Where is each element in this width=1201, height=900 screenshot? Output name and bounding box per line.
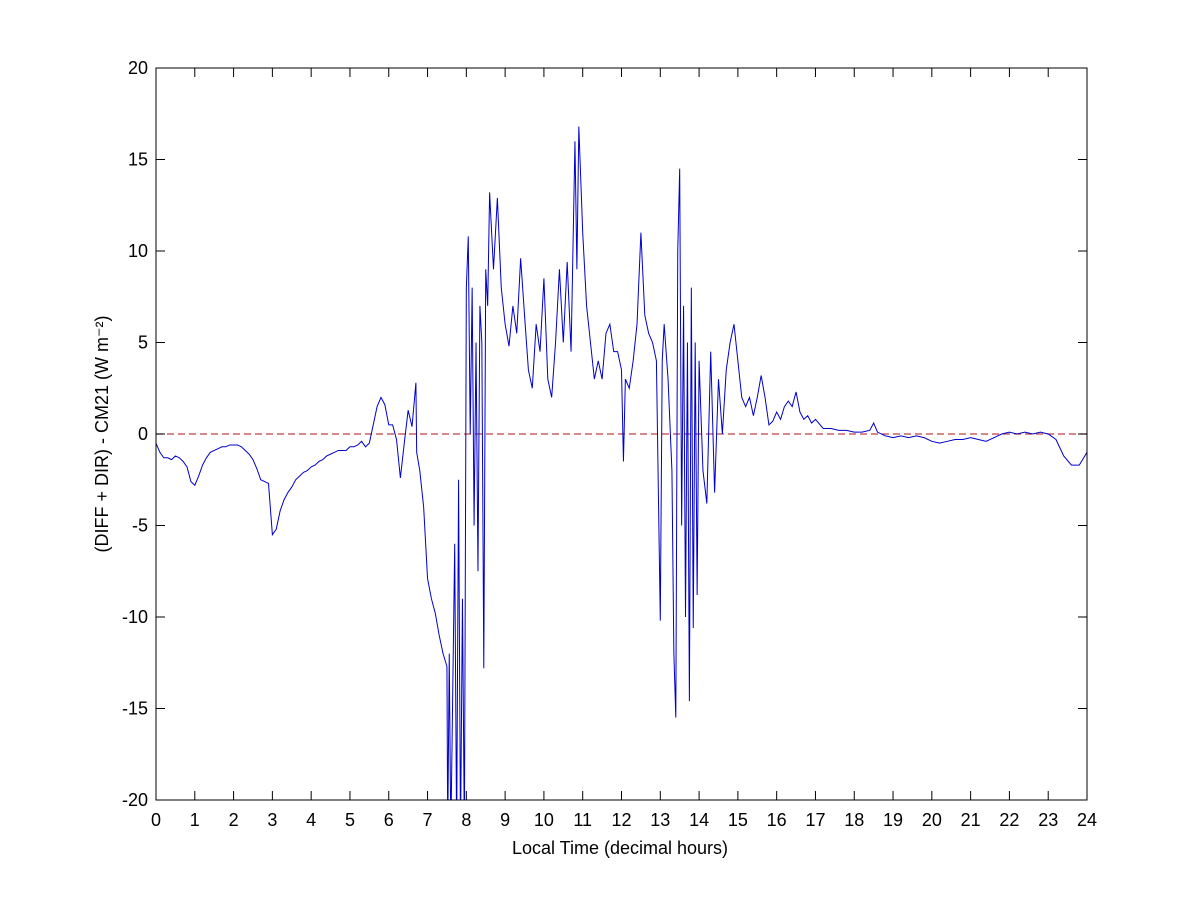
plot-area [156,126,1087,800]
x-tick-label: 3 [267,810,277,830]
data-line [156,126,1087,800]
y-tick-label: 0 [138,424,148,444]
y-tick-label: 20 [128,58,148,78]
x-axis-label: Local Time (decimal hours) [512,838,728,858]
x-tick-label: 24 [1077,810,1097,830]
x-tick-label: 15 [728,810,748,830]
x-tick-label: 10 [534,810,554,830]
x-tick-label: 4 [306,810,316,830]
x-tick-label: 14 [689,810,709,830]
y-tick-label: 10 [128,241,148,261]
x-tick-label: 20 [922,810,942,830]
y-axis-label: (DIFF + DIR) - CM21 (W m⁻²) [92,316,112,553]
x-tick-label: 12 [611,810,631,830]
x-tick-label: 17 [805,810,825,830]
x-tick-label: 18 [844,810,864,830]
y-tick-label: 15 [128,150,148,170]
x-tick-label: 2 [229,810,239,830]
x-tick-label: 21 [961,810,981,830]
y-tick-label: -10 [122,607,148,627]
x-tick-label: 16 [767,810,787,830]
x-tick-label: 7 [423,810,433,830]
x-tick-label: 22 [999,810,1019,830]
x-tick-label: 8 [461,810,471,830]
x-tick-label: 11 [573,810,592,830]
x-tick-label: 9 [500,810,510,830]
x-tick-label: 1 [190,810,200,830]
y-tick-label: 5 [138,333,148,353]
x-tick-label: 6 [384,810,394,830]
y-tick-label: -20 [122,790,148,810]
x-tick-label: 5 [345,810,355,830]
y-tick-label: -15 [122,699,148,719]
x-tick-label: 0 [151,810,161,830]
x-tick-label: 19 [883,810,903,830]
y-tick-label: -5 [132,516,148,536]
x-tick-label: 13 [650,810,670,830]
x-tick-label: 23 [1038,810,1058,830]
